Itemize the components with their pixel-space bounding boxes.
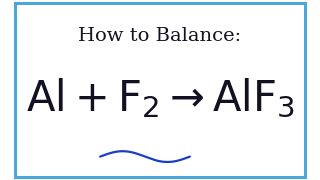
Text: $\mathrm{Al + F_2 \rightarrow AlF_3}$: $\mathrm{Al + F_2 \rightarrow AlF_3}$ (26, 77, 294, 121)
Text: How to Balance:: How to Balance: (78, 27, 242, 45)
